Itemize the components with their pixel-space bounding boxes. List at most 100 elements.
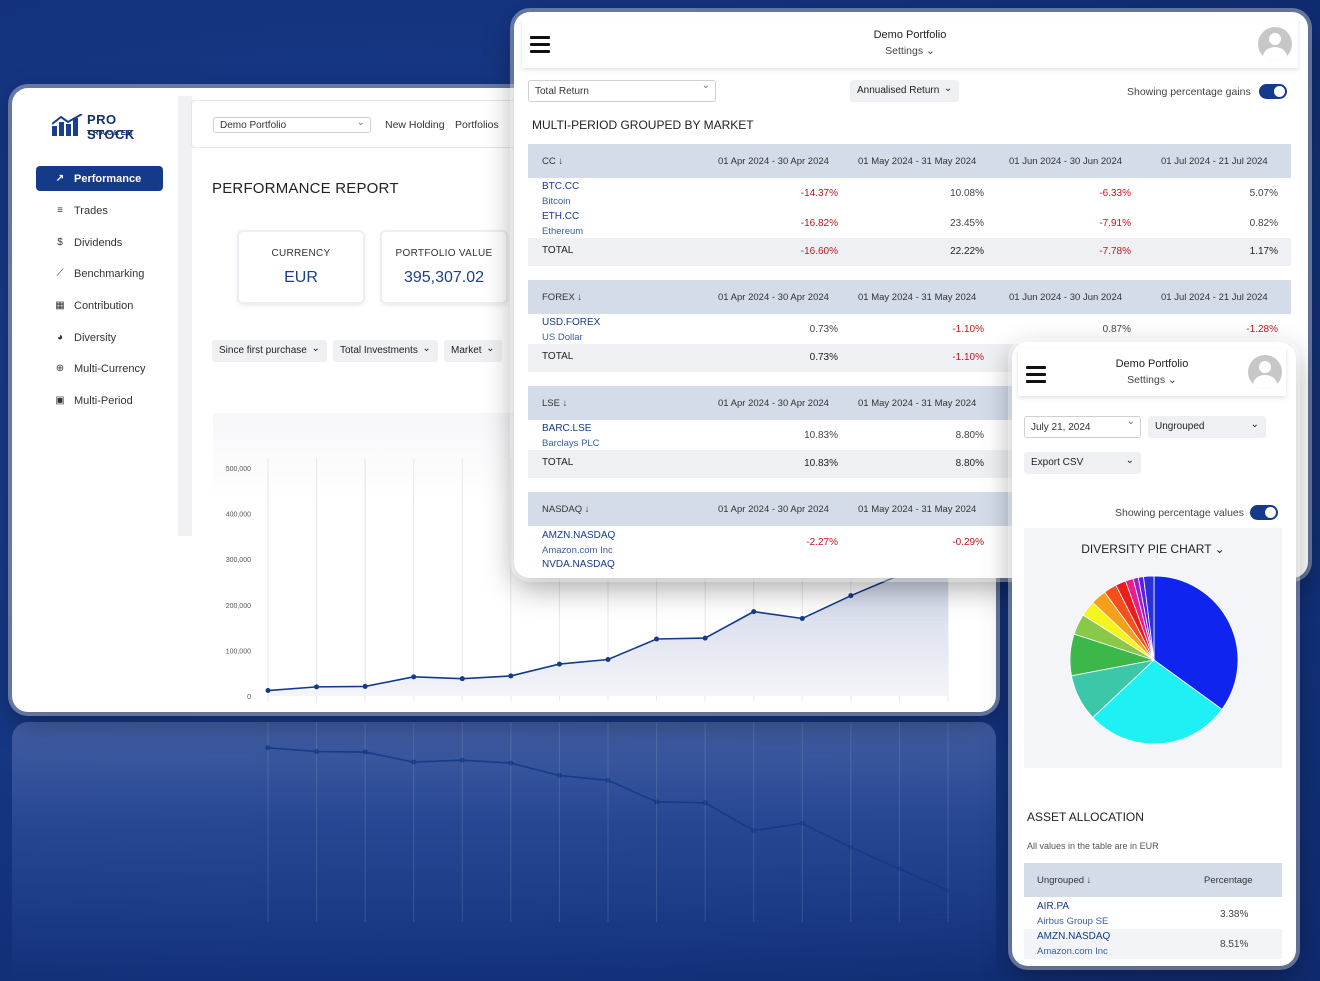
cell: -1.10% bbox=[952, 352, 984, 363]
group-name: FOREX ↓ bbox=[542, 292, 583, 303]
cell: -7.78% bbox=[1099, 246, 1131, 257]
row-name: Amazon.com Inc bbox=[542, 545, 613, 556]
settings-menu[interactable]: Settings ⌄ bbox=[1088, 374, 1216, 386]
table-row[interactable]: BTC.CC Bitcoin -14.37% 10.08% -6.33% 5.0… bbox=[528, 178, 1291, 208]
export-csv-button[interactable]: Export CSV bbox=[1024, 452, 1141, 474]
cell: 10.83% bbox=[804, 430, 838, 441]
group-col-header: Ungrouped ↓ bbox=[1037, 875, 1092, 886]
sidebar-item-dividends[interactable]: $ Dividends bbox=[36, 230, 163, 255]
cell: 5.07% bbox=[1249, 188, 1278, 199]
return-type-select[interactable]: Total Return bbox=[528, 80, 716, 102]
investments-filter[interactable]: Total Investments bbox=[333, 340, 438, 362]
currency-label: CURRENCY bbox=[271, 248, 331, 259]
y-tick-label: 200,000 bbox=[226, 603, 251, 610]
percentage-toggle[interactable] bbox=[1259, 84, 1287, 99]
chevron-down-icon: ⌄ bbox=[926, 45, 935, 57]
y-tick-label: 300,000 bbox=[226, 557, 251, 564]
sidebar-item-label: Trades bbox=[74, 204, 108, 217]
avatar[interactable] bbox=[1248, 355, 1282, 389]
sidebar-item-trades[interactable]: ≡ Trades bbox=[36, 198, 163, 223]
table-row[interactable]: ETH.CC Ethereum -16.82% 23.45% -7.91% 0.… bbox=[528, 208, 1291, 238]
cell: -0.29% bbox=[952, 537, 984, 548]
data-point bbox=[265, 688, 271, 694]
portfolio-value: 395,307.02 bbox=[403, 269, 485, 286]
sidebar-item-benchmarking[interactable]: ⟋ Benchmarking bbox=[36, 261, 163, 286]
logo-text: PRO STOCK bbox=[87, 112, 135, 142]
dollar-icon: $ bbox=[57, 237, 63, 248]
portfolio-select[interactable]: Demo Portfolio bbox=[213, 117, 371, 133]
page-title: PERFORMANCE REPORT bbox=[212, 180, 399, 197]
pie-chart-title[interactable]: DIVERSITY PIE CHART ⌄ bbox=[1081, 542, 1225, 556]
avatar[interactable] bbox=[1258, 27, 1292, 61]
period-header: 01 May 2024 - 31 May 2024 bbox=[858, 156, 977, 167]
row-symbol[interactable]: ETH.CC bbox=[542, 211, 580, 222]
reflection-point bbox=[411, 759, 417, 765]
menu-icon[interactable] bbox=[1026, 366, 1046, 383]
sidebar-item-contribution[interactable]: ▦ Contribution bbox=[36, 293, 163, 318]
sidebar-item-multi-currency[interactable]: ⊕ Multi-Currency bbox=[36, 356, 163, 381]
row-symbol[interactable]: AIR.PA bbox=[1037, 901, 1070, 912]
row-symbol[interactable]: AMZN.NASDAQ bbox=[1037, 931, 1111, 942]
sidebar-item-label: Diversity bbox=[74, 331, 117, 344]
trend-icon: ↗ bbox=[55, 173, 65, 184]
table-row[interactable]: USD.FOREX US Dollar 0.73% -1.10% 0.87% -… bbox=[528, 314, 1291, 344]
settings-label: Settings bbox=[1127, 374, 1166, 386]
logo-icon bbox=[52, 114, 83, 136]
table-row[interactable]: AIR.PA Airbus Group SE 3.38% bbox=[1024, 899, 1282, 929]
table-row[interactable]: AMZN.NASDAQ Amazon.com Inc -2.27% -0.29% bbox=[528, 527, 1291, 557]
row-symbol[interactable]: NVDA.NASDAQ bbox=[542, 559, 615, 570]
allocation-header[interactable]: Ungrouped ↓ Percentage bbox=[1024, 863, 1282, 897]
logo[interactable]: PRO STOCK TRACKER bbox=[52, 110, 162, 142]
period-filter[interactable]: Since first purchase bbox=[212, 340, 327, 362]
date-input[interactable]: July 21, 2024 bbox=[1024, 416, 1141, 438]
row-symbol[interactable]: AMZN.NASDAQ bbox=[542, 530, 616, 541]
cell: -16.82% bbox=[800, 218, 838, 229]
reflection-point bbox=[459, 757, 465, 763]
portfolio-name: Demo Portfolio bbox=[873, 29, 947, 41]
row-symbol[interactable]: BTC.CC bbox=[542, 181, 580, 192]
portfolios-link[interactable]: Portfolios bbox=[455, 119, 499, 131]
grid-icon: ▦ bbox=[55, 300, 65, 311]
row-symbol[interactable]: BARC.LSE bbox=[542, 423, 592, 434]
currency-value: EUR bbox=[284, 269, 318, 286]
data-point bbox=[411, 674, 417, 680]
cell: 0.73% bbox=[809, 324, 838, 335]
sidebar-item-label: Multi-Currency bbox=[74, 362, 146, 375]
period-header: 01 Apr 2024 - 30 Apr 2024 bbox=[718, 398, 829, 409]
row-symbol[interactable]: USD.FOREX bbox=[542, 317, 601, 328]
market-filter[interactable]: Market bbox=[444, 340, 502, 362]
sidebar-divider bbox=[178, 96, 192, 536]
annualised-select[interactable]: Annualised Return bbox=[850, 80, 960, 102]
sidebar-item-multi-period[interactable]: ▣ Multi-Period bbox=[36, 388, 163, 413]
new-holding-link[interactable]: New Holding bbox=[385, 119, 445, 131]
group-header[interactable]: FOREX ↓ 01 Apr 2024 - 30 Apr 2024 01 May… bbox=[528, 280, 1291, 314]
pie-slice bbox=[1092, 659, 1223, 745]
chevron-down-icon: ⌄ bbox=[1214, 542, 1225, 556]
row-percentage: 3.38% bbox=[1220, 909, 1249, 920]
reflection-point bbox=[702, 800, 708, 806]
period-header: 01 May 2024 - 31 May 2024 bbox=[858, 504, 977, 515]
sidebar-item-diversity[interactable]: ◕ Diversity bbox=[36, 325, 163, 350]
sidebar-item-label: Contribution bbox=[74, 299, 134, 312]
diversity-pie bbox=[1069, 575, 1239, 745]
cell: -16.60% bbox=[800, 246, 838, 257]
settings-menu[interactable]: Settings ⌄ bbox=[822, 45, 998, 57]
table-row[interactable]: AMZN.NASDAQ Amazon.com Inc 8.51% bbox=[1024, 929, 1282, 959]
sidebar-item-performance[interactable]: ↗ Performance bbox=[36, 166, 163, 191]
percentage-col-header: Percentage bbox=[1204, 875, 1253, 886]
pie-icon: ◕ bbox=[56, 332, 64, 343]
percentage-toggle[interactable] bbox=[1250, 505, 1278, 520]
allocation-title: ASSET ALLOCATION bbox=[1027, 810, 1144, 824]
reflection-point bbox=[848, 844, 854, 850]
reflection-point bbox=[314, 749, 320, 755]
table-row[interactable]: NVDA.NASDAQ bbox=[528, 557, 1291, 577]
menu-icon[interactable] bbox=[530, 36, 550, 53]
table-row[interactable]: BARC.LSE Barclays PLC 10.83% 8.80% bbox=[528, 420, 1291, 450]
data-point bbox=[605, 657, 611, 663]
data-point bbox=[799, 615, 805, 621]
row-name: Barclays PLC bbox=[542, 438, 600, 449]
portfolio-name: Demo Portfolio bbox=[1115, 358, 1189, 370]
group-header[interactable]: CC ↓ 01 Apr 2024 - 30 Apr 2024 01 May 20… bbox=[528, 144, 1291, 178]
grouping-select[interactable]: Ungrouped bbox=[1148, 416, 1266, 438]
row-name: Bitcoin bbox=[542, 196, 571, 207]
